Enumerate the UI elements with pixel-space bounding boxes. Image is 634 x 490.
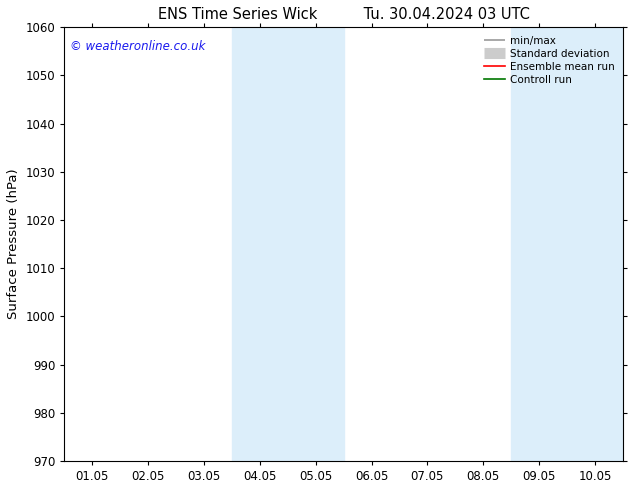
Bar: [232, 27, 344, 461]
Title: ENS Time Series Wick          Tu. 30.04.2024 03 UTC: ENS Time Series Wick Tu. 30.04.2024 03 U…: [158, 7, 529, 22]
Legend: min/max, Standard deviation, Ensemble mean run, Controll run: min/max, Standard deviation, Ensemble me…: [481, 32, 618, 88]
Text: © weatheronline.co.uk: © weatheronline.co.uk: [70, 40, 205, 53]
Y-axis label: Surface Pressure (hPa): Surface Pressure (hPa): [7, 169, 20, 319]
Bar: [511, 27, 623, 461]
